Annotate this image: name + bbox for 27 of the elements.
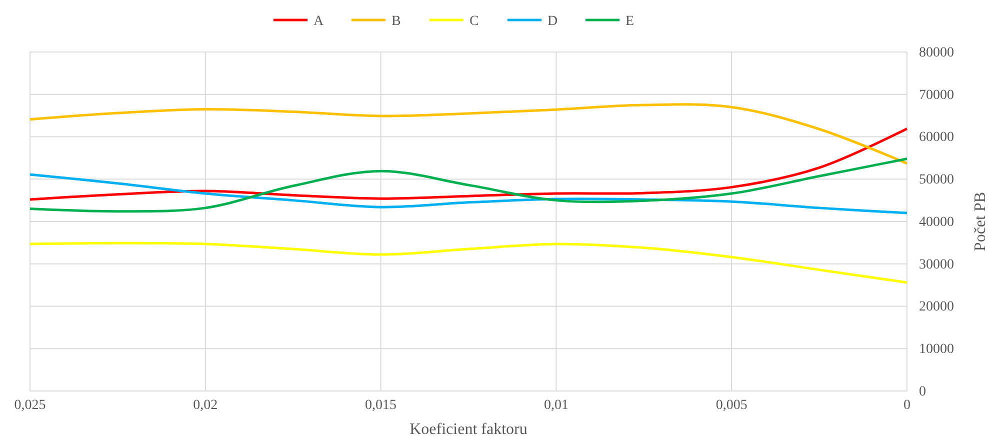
legend-label: B [392, 14, 401, 29]
legend-label: D [548, 14, 558, 29]
y2-tick-label: 40000 [919, 214, 954, 230]
y2-tick-label: 70000 [919, 88, 954, 103]
legend-label: E [626, 14, 634, 29]
x-axis-title: Koeficient faktoru [410, 421, 528, 438]
line-series [28, 242, 908, 284]
line-series [28, 103, 908, 165]
y2-tick-label: 10000 [919, 342, 954, 358]
line-series [28, 158, 908, 213]
x-tick-label: 0,015 [365, 398, 397, 413]
y2-tick-label: 60000 [919, 130, 954, 146]
legend-label: A [314, 14, 324, 29]
y2-axis-title: Počet PB [972, 192, 989, 252]
line-series [28, 173, 908, 214]
y2-tick-label: 80000 [919, 45, 954, 60]
y2-tick-label: 0 [919, 384, 926, 400]
y2-tick-label: 20000 [919, 300, 954, 315]
line-series [28, 127, 908, 201]
x-tick-label: 0,02 [193, 398, 218, 413]
y2-tick-label: 30000 [919, 257, 954, 272]
y2-tick-label: 50000 [919, 172, 954, 188]
x-tick-label: 0,01 [544, 398, 568, 413]
x-tick-label: 0 [904, 398, 910, 413]
legend-label: C [470, 14, 479, 29]
x-tick-label: 0,005 [716, 398, 748, 413]
x-tick-label: 0,025 [14, 398, 46, 413]
